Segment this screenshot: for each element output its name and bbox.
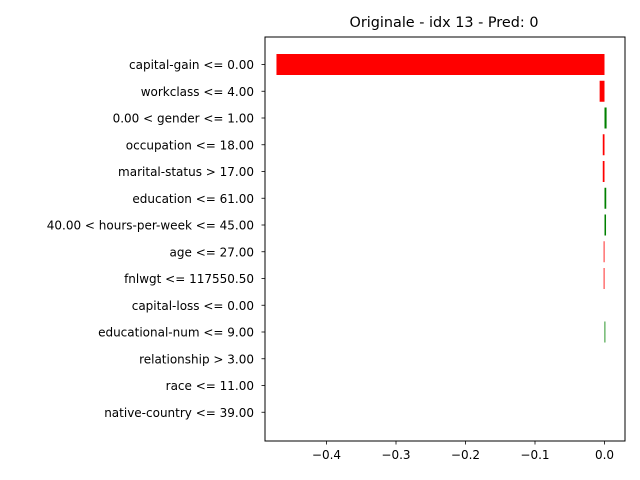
bar (602, 134, 605, 156)
bar (604, 187, 607, 209)
bar (603, 241, 605, 263)
bar (602, 161, 605, 182)
y-tick-label: educational-num <= 9.00 (98, 326, 254, 340)
y-tick-label: native-country <= 39.00 (104, 406, 254, 420)
y-tick-label: 40.00 < hours-per-week <= 45.00 (47, 219, 254, 233)
x-tick-label: 0.0 (595, 448, 614, 462)
y-tick-label: capital-gain <= 0.00 (129, 58, 254, 72)
y-tick-label: education <= 61.00 (132, 192, 254, 206)
y-tick-label: race <= 11.00 (166, 379, 254, 393)
bars-group (276, 54, 607, 343)
y-tick-label: fnlwgt <= 117550.50 (124, 272, 254, 286)
bar (604, 107, 607, 129)
bar (603, 268, 605, 289)
y-tick-label: age <= 27.00 (170, 245, 254, 259)
y-tick-label: 0.00 < gender <= 1.00 (113, 112, 254, 126)
bar (604, 214, 607, 236)
bar (599, 80, 605, 102)
y-tick-label: workclass <= 4.00 (141, 85, 254, 99)
x-tick-label: −0.4 (312, 448, 341, 462)
y-tick-label: marital-status > 17.00 (118, 165, 254, 179)
x-tick-label: −0.2 (451, 448, 480, 462)
y-tick-label: capital-loss <= 0.00 (132, 299, 254, 313)
plot-frame (264, 36, 626, 442)
y-tick-label: relationship > 3.00 (139, 352, 254, 366)
y-tick-label: occupation <= 18.00 (126, 138, 254, 152)
y-axis: capital-gain <= 0.00 workclass <= 4.00 0.0… (47, 58, 265, 420)
bar (276, 54, 605, 75)
x-tick-label: −0.3 (381, 448, 410, 462)
x-axis: −0.4 −0.3 −0.2 −0.1 0.0 (312, 441, 614, 462)
chart-title: Originale - idx 13 - Pred: 0 (350, 15, 539, 31)
x-tick-label: −0.1 (520, 448, 549, 462)
bar (604, 321, 606, 343)
